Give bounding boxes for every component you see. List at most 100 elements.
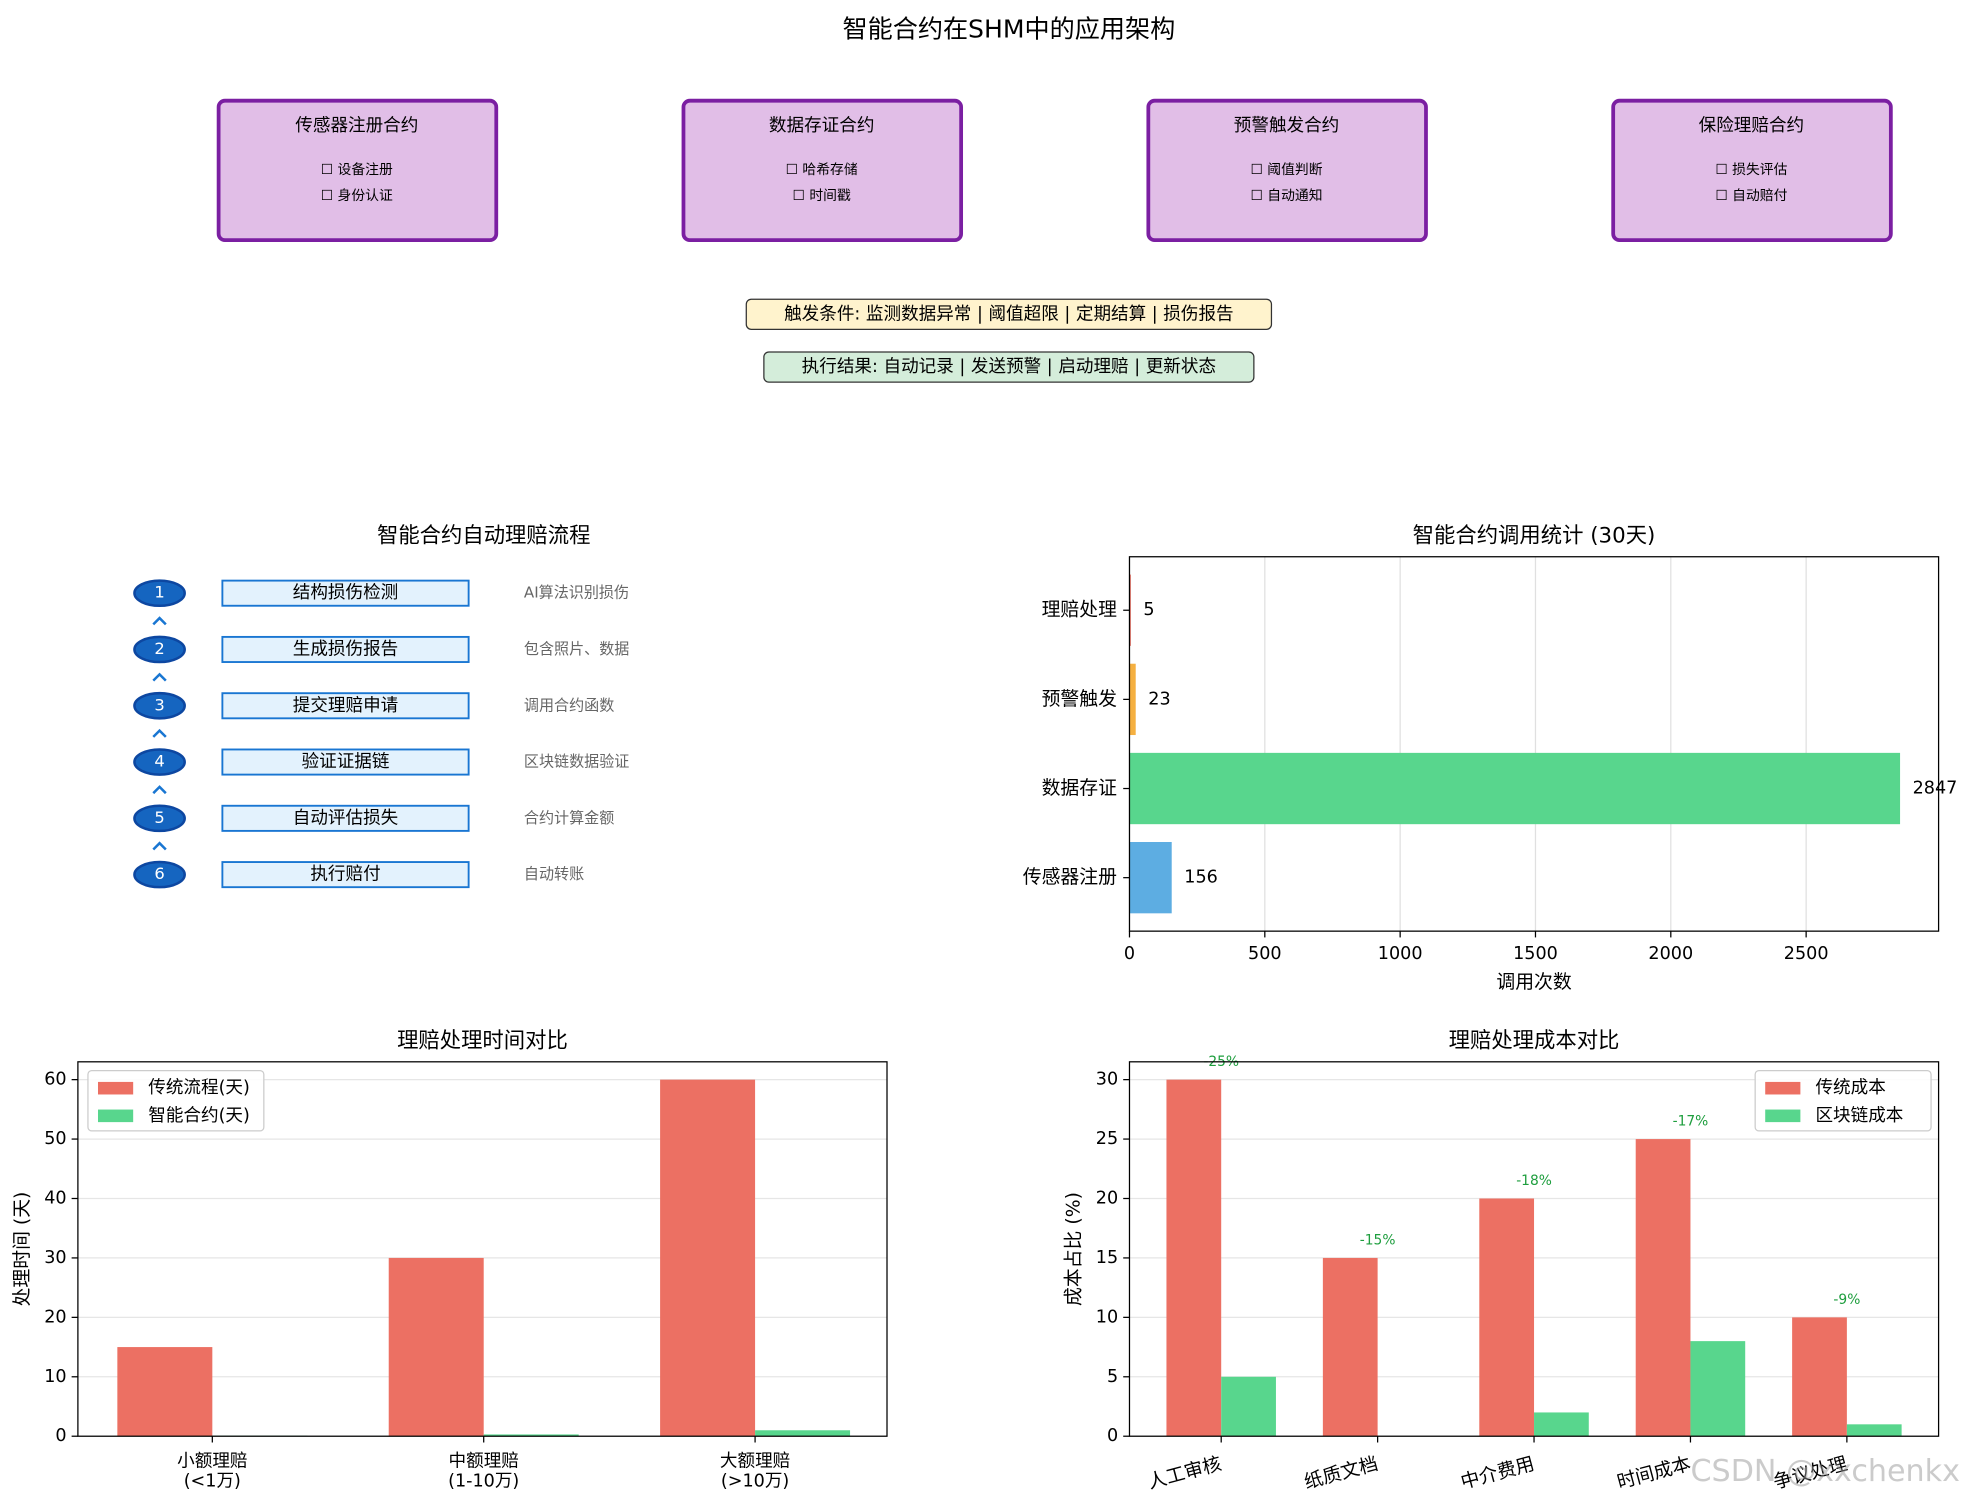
chart-title: 理赔处理成本对比 [1449, 1029, 1620, 1054]
y-tick-label: 40 [44, 1188, 66, 1208]
x-tick-label: 中额理赔 [449, 1451, 519, 1471]
step-desc: 自动转账 [524, 865, 584, 883]
legend-label: 智能合约(天) [148, 1106, 250, 1126]
step-box [221, 748, 470, 776]
y-tick-label: 理赔处理 [1042, 599, 1117, 621]
x-tick-label: 1000 [1378, 944, 1423, 964]
y-tick-label: 数据存证 [1042, 777, 1117, 799]
y-axis-label: 处理时间 (天) [11, 1192, 33, 1307]
step-box [221, 692, 470, 720]
y-tick-label: 30 [44, 1248, 66, 1268]
step-circle [133, 748, 186, 776]
y-tick-label: 0 [1107, 1426, 1118, 1446]
contract-item: ☐ 自动赔付 [1715, 188, 1787, 204]
chart-title: 智能合约调用统计 (30天) [1413, 524, 1656, 549]
y-tick-label: 传感器注册 [1023, 866, 1117, 888]
legend-label: 传统流程(天) [148, 1078, 250, 1098]
x-tick-label: (<1万) [184, 1471, 241, 1491]
contract-item: ☐ 损失评估 [1715, 162, 1787, 178]
x-tick-label: (>10万) [721, 1471, 789, 1491]
x-tick-label: 2000 [1648, 944, 1693, 964]
legend-swatch [1765, 1081, 1801, 1095]
step-number: 2 [154, 639, 164, 658]
contract-title: 保险理赔合约 [1699, 116, 1804, 136]
annotation: -18% [1516, 1173, 1552, 1189]
step-desc: 合约计算金额 [524, 809, 614, 827]
step-box [221, 861, 470, 889]
step-arrow [152, 672, 167, 682]
y-tick-label: 25 [1096, 1129, 1118, 1149]
x-tick-label: 500 [1248, 944, 1282, 964]
contract-item: ☐ 阈值判断 [1251, 162, 1323, 178]
step-circle [133, 579, 186, 608]
bar [1221, 1376, 1276, 1437]
contract-box [216, 98, 499, 243]
legend-label: 区块链成本 [1815, 1106, 1903, 1126]
bar [1129, 663, 1136, 736]
value-label: 5 [1143, 600, 1154, 620]
x-axis-label: 调用次数 [1496, 971, 1571, 993]
plot-frame [1128, 556, 1940, 932]
annotation: -9% [1833, 1292, 1860, 1308]
step-label: 生成损伤报告 [293, 639, 398, 659]
value-label: 2847 [1913, 779, 1958, 799]
step-box [221, 579, 470, 607]
step-arrow [152, 785, 167, 795]
step-box [221, 635, 470, 663]
step-box [221, 804, 470, 832]
legend-label: 传统成本 [1815, 1078, 1885, 1098]
x-tick-label: 大额理赔 [720, 1451, 790, 1471]
bar [388, 1257, 484, 1437]
plot-frame [1128, 1061, 1940, 1437]
y-tick-label: 30 [1096, 1070, 1118, 1090]
bar [1166, 1079, 1222, 1437]
contract-box [1611, 98, 1893, 243]
x-tick-label: 1500 [1513, 944, 1558, 964]
step-number: 3 [154, 695, 164, 714]
triggers-text: 触发条件: 监测数据异常 | 阈值超限 | 定期结算 | 损伤报告 [784, 304, 1234, 324]
bar [1129, 842, 1172, 914]
annotation: -15% [1360, 1232, 1396, 1248]
bar [1129, 752, 1901, 825]
x-tick-label: (1-10万) [448, 1471, 519, 1491]
y-axis-label: 成本占比 (%) [1063, 1192, 1085, 1306]
x-tick-label: 中介费用 [1458, 1453, 1536, 1494]
step-label: 自动评估损失 [293, 808, 399, 828]
step-number: 6 [154, 864, 164, 883]
contract-title: 传感器注册合约 [295, 116, 418, 136]
contract-item: ☐ 身份认证 [321, 188, 393, 204]
y-tick-label: 20 [44, 1307, 66, 1327]
results-box [763, 351, 1255, 383]
contract-box [1146, 98, 1428, 243]
step-circle [133, 860, 186, 889]
annotation: -17% [1673, 1113, 1709, 1129]
legend-swatch [1765, 1109, 1801, 1123]
contract-item: ☐ 设备注册 [321, 161, 393, 178]
step-number: 4 [154, 752, 164, 771]
y-tick-label: 50 [44, 1129, 66, 1149]
step-desc: AI算法识别损伤 [524, 584, 629, 602]
main-title: 智能合约在SHM中的应用架构 [843, 14, 1176, 43]
contract-title: 数据存证合约 [769, 116, 874, 136]
triggers-box [745, 298, 1273, 330]
step-label: 验证证据链 [302, 752, 390, 772]
step-arrow [152, 728, 167, 738]
y-tick-label: 预警触发 [1042, 688, 1117, 710]
bar [1322, 1257, 1378, 1437]
step-label: 结构损伤检测 [293, 583, 398, 603]
y-tick-label: 60 [44, 1070, 66, 1090]
y-tick-label: 10 [44, 1367, 66, 1387]
step-number: 5 [154, 808, 164, 827]
y-tick-label: 20 [1096, 1188, 1118, 1208]
bar [1690, 1341, 1746, 1437]
value-label: 156 [1184, 868, 1218, 888]
plot-frame [77, 1061, 888, 1437]
x-tick-label: 0 [1124, 944, 1135, 964]
x-tick-label: 人工审核 [1145, 1453, 1224, 1494]
bar [1792, 1317, 1847, 1437]
x-tick-label: 小额理赔 [177, 1451, 247, 1471]
step-circle [133, 635, 186, 664]
bar [1635, 1139, 1691, 1437]
